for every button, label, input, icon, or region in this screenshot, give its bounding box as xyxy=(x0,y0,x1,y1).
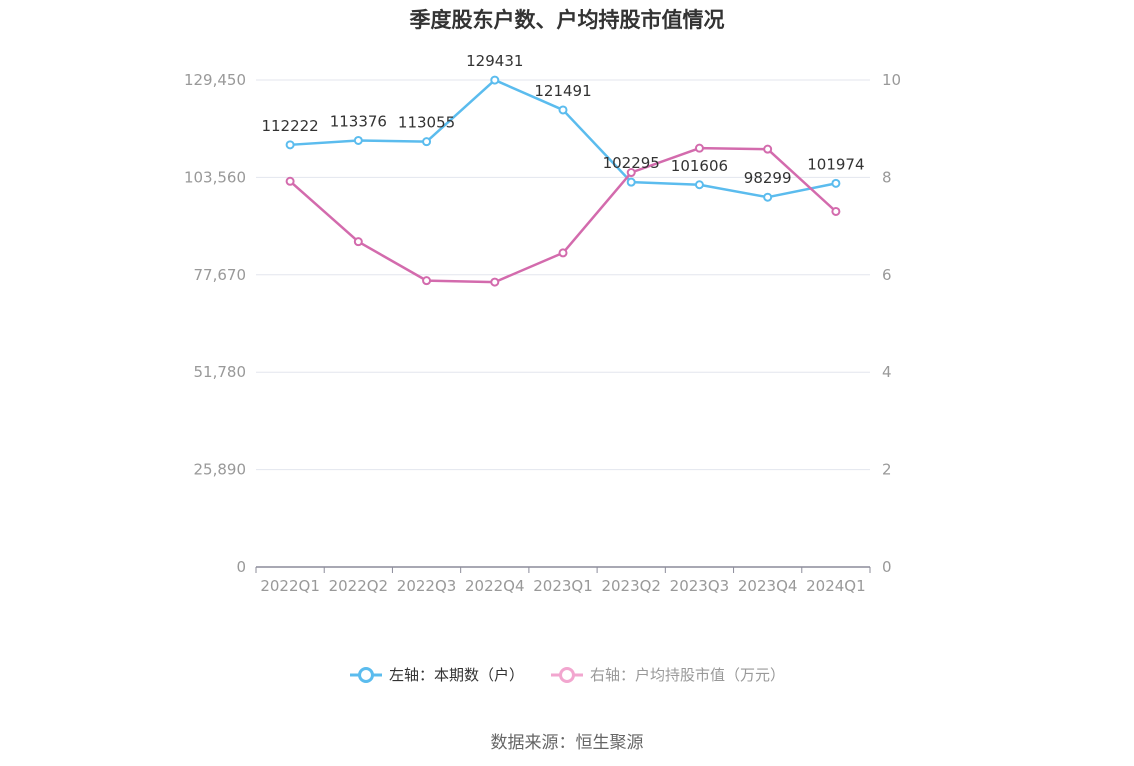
chart-title: 季度股东户数、户均持股市值情况 xyxy=(409,8,725,32)
x-axis-tick-label: 2023Q4 xyxy=(738,577,798,595)
data-source: 数据来源：恒生聚源 xyxy=(490,733,644,753)
data-label: 98299 xyxy=(744,169,792,187)
x-axis-tick-label: 2022Q1 xyxy=(260,577,320,595)
right-axis-tick-label: 0 xyxy=(882,558,892,576)
data-point-left xyxy=(831,178,841,188)
data-point-right xyxy=(490,277,500,287)
x-axis-tick-label: 2023Q2 xyxy=(601,577,661,595)
data-point-right xyxy=(558,248,568,258)
left-axis-tick-label: 103,560 xyxy=(184,168,246,186)
right-axis-tick-label: 6 xyxy=(882,266,892,284)
data-label: 112222 xyxy=(261,117,318,135)
data-point-left xyxy=(353,135,363,145)
left-axis-tick-label: 51,780 xyxy=(194,363,247,381)
data-point-left xyxy=(422,137,432,147)
right-axis-tick-label: 4 xyxy=(882,363,892,381)
data-point-left xyxy=(558,105,568,115)
x-axis-tick-label: 2022Q2 xyxy=(329,577,389,595)
data-point-left xyxy=(694,180,704,190)
data-point-left xyxy=(285,140,295,150)
legend-item-right[interactable]: 右轴：户均持股市值（万元） xyxy=(550,664,785,685)
left-axis-tick-label: 77,670 xyxy=(194,266,247,284)
left-axis-tick-label: 129,450 xyxy=(184,71,246,89)
data-label: 101606 xyxy=(671,157,728,175)
legend-swatch-right-icon xyxy=(551,666,583,683)
data-point-left xyxy=(626,177,636,187)
data-point-right xyxy=(626,168,636,178)
data-point-right xyxy=(763,144,773,154)
data-label: 113376 xyxy=(330,112,387,130)
data-label: 102295 xyxy=(603,154,660,172)
right-axis-tick-label: 10 xyxy=(882,71,901,89)
x-axis-tick-label: 2022Q4 xyxy=(465,577,525,595)
right-axis-tick-label: 2 xyxy=(882,461,892,479)
data-label: 121491 xyxy=(534,82,591,100)
legend: 左轴：本期数（户） 右轴：户均持股市值（万元） xyxy=(0,664,1134,685)
legend-label-left: 左轴：本期数（户） xyxy=(388,666,524,684)
left-axis-tick-label: 0 xyxy=(236,558,246,576)
data-label: 101974 xyxy=(807,155,864,173)
data-point-right xyxy=(422,276,432,286)
legend-label-right: 右轴：户均持股市值（万元） xyxy=(590,666,786,684)
data-point-right xyxy=(353,237,363,247)
data-point-left xyxy=(490,75,500,85)
right-axis-tick-label: 8 xyxy=(882,168,892,186)
legend-item-left[interactable]: 左轴：本期数（户） xyxy=(349,664,524,685)
data-point-right xyxy=(285,176,295,186)
x-axis-tick-label: 2022Q3 xyxy=(397,577,457,595)
left-axis-tick-label: 25,890 xyxy=(194,461,247,479)
data-point-right xyxy=(831,206,841,216)
x-axis-tick-label: 2023Q3 xyxy=(670,577,730,595)
x-axis-tick-label: 2023Q1 xyxy=(533,577,593,595)
data-point-left xyxy=(763,192,773,202)
x-axis-tick-label: 2024Q1 xyxy=(806,577,866,595)
data-label: 113055 xyxy=(398,114,455,132)
legend-swatch-left-icon xyxy=(349,666,382,683)
data-point-right xyxy=(694,143,704,153)
data-label: 129431 xyxy=(466,52,523,70)
